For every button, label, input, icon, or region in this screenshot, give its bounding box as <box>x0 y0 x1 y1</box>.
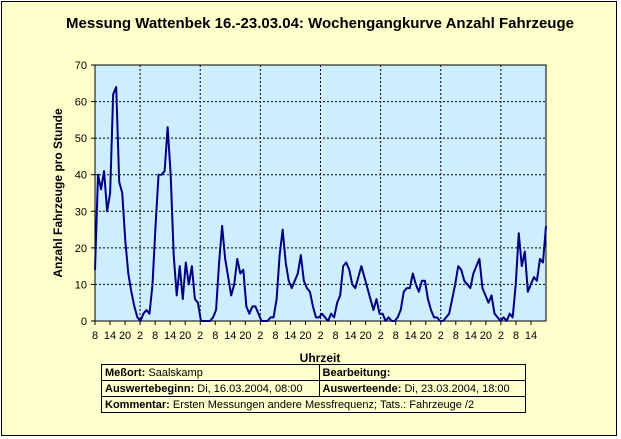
x-tick-label: 20 <box>480 330 492 342</box>
kommentar-value: Ersten Messungen andere Messfrequenz; Ta… <box>172 398 475 411</box>
x-tick-label: 14 <box>284 330 296 342</box>
beginn-label: Auswertebeginn: <box>105 382 195 395</box>
ende-cell: Auswerteende: Di, 23.03.2004, 18:00 <box>318 380 527 397</box>
x-tick-label: 20 <box>299 330 311 342</box>
chart-title: Messung Wattenbek 16.-23.03.04: Wochenga… <box>66 15 574 32</box>
x-tick-label: 14 <box>104 330 116 342</box>
ende-value: Di, 23.03.2004, 18:00 <box>404 382 510 395</box>
x-tick-label: 20 <box>420 330 432 342</box>
y-tick-label: 50 <box>75 133 87 145</box>
messort-label: Meßort: <box>105 366 146 379</box>
x-tick-label: 14 <box>405 330 417 342</box>
x-tick-label: 2 <box>197 330 203 342</box>
bearbeitung-label: Bearbeitung: <box>322 366 391 379</box>
y-tick-label: 70 <box>75 60 87 72</box>
x-tick-label: 2 <box>137 330 143 342</box>
x-axis-label: Uhrzeit <box>300 351 341 365</box>
kommentar-label: Kommentar: <box>105 398 170 411</box>
y-tick-label: 20 <box>75 243 87 255</box>
x-tick-label: 8 <box>332 330 338 342</box>
x-tick-label: 14 <box>164 330 176 342</box>
messort-value: Saalskamp <box>148 366 203 379</box>
x-tick-label: 14 <box>465 330 477 342</box>
x-tick-label: 20 <box>119 330 131 342</box>
x-tick-label: 2 <box>498 330 504 342</box>
beginn-value: Di, 16.03.2004, 08:00 <box>197 382 303 395</box>
x-tick-label: 8 <box>152 330 158 342</box>
x-tick-label: 2 <box>378 330 384 342</box>
x-tick-label: 14 <box>344 330 356 342</box>
x-tick-label: 8 <box>92 330 98 342</box>
kommentar-cell: Kommentar: Ersten Messungen andere Messf… <box>101 396 526 413</box>
beginn-cell: Auswertebeginn: Di, 16.03.2004, 08:00 <box>101 380 320 397</box>
y-tick-label: 0 <box>81 316 87 328</box>
x-tick-label: 8 <box>513 330 519 342</box>
bearbeitung-cell: Bearbeitung: <box>318 364 527 381</box>
y-tick-label: 30 <box>75 206 87 218</box>
x-tick-label: 8 <box>393 330 399 342</box>
x-tick-label: 8 <box>272 330 278 342</box>
x-tick-label: 2 <box>317 330 323 342</box>
series-line <box>94 85 547 322</box>
y-tick-labels: 0 10 20 30 40 50 60 70 <box>75 60 95 328</box>
y-tick-label: 60 <box>75 97 87 109</box>
x-tick-label: 2 <box>257 330 263 342</box>
y-tick-label: 40 <box>75 170 87 182</box>
x-tick-label: 20 <box>239 330 251 342</box>
x-tick-label: 14 <box>224 330 236 342</box>
x-tick-labels: 8 14 20 2 8 14 20 2 8 14 20 2 8 14 20 2 8 14 20 2 8 14 20 2 8 14 2… <box>92 321 537 342</box>
x-tick-label: 20 <box>359 330 371 342</box>
x-tick-label: 8 <box>212 330 218 342</box>
y-tick-label: 10 <box>75 279 87 291</box>
x-tick-label: 20 <box>179 330 191 342</box>
messort-cell: Meßort: Saalskamp <box>101 364 320 381</box>
ende-label: Auswerteende: <box>322 382 402 395</box>
x-tick-label: 8 <box>453 330 459 342</box>
x-tick-label: 2 <box>438 330 444 342</box>
info-table: Meßort: Saalskamp Bearbeitung: Auswerteb… <box>101 364 527 413</box>
y-axis-label: Anzahl Fahrzeuge pro Stunde <box>51 108 65 278</box>
x-tick-label: 14 <box>525 330 537 342</box>
gridlines <box>95 65 546 321</box>
